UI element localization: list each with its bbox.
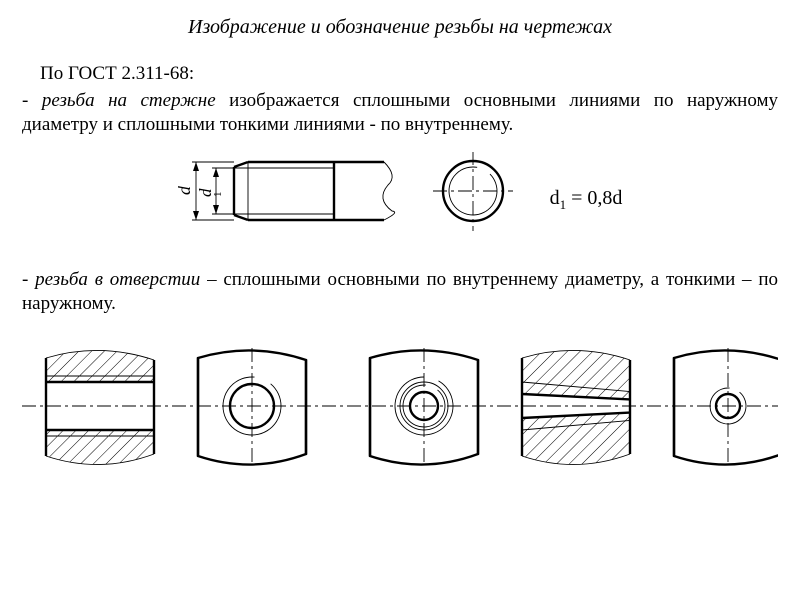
page-title: Изображение и обозначение резьбы на черт… — [22, 16, 778, 39]
gost-ref: По ГОСТ 2.311-68: — [40, 63, 778, 85]
svg-text:1: 1 — [212, 191, 224, 197]
figure-rod-thread: d d 1 d1 = 0,8d — [22, 152, 778, 248]
para2-prefix: - — [22, 269, 35, 290]
para1-prefix: - — [22, 90, 42, 111]
paragraph-rod: - резьба на стержне изображается сплошны… — [22, 89, 778, 138]
paragraph-hole: - резьба в отверстии – сплошными основны… — [22, 268, 778, 317]
formula-d1: d1 = 0,8d — [550, 187, 623, 213]
svg-text:d: d — [178, 185, 194, 195]
para1-em: резьба на стержне — [42, 90, 216, 111]
figure-hole-thread — [22, 334, 778, 484]
formula-lhs: d — [550, 187, 560, 209]
para2-em: резьба в отверстии — [35, 269, 200, 290]
formula-rhs: = 0,8d — [566, 187, 622, 209]
